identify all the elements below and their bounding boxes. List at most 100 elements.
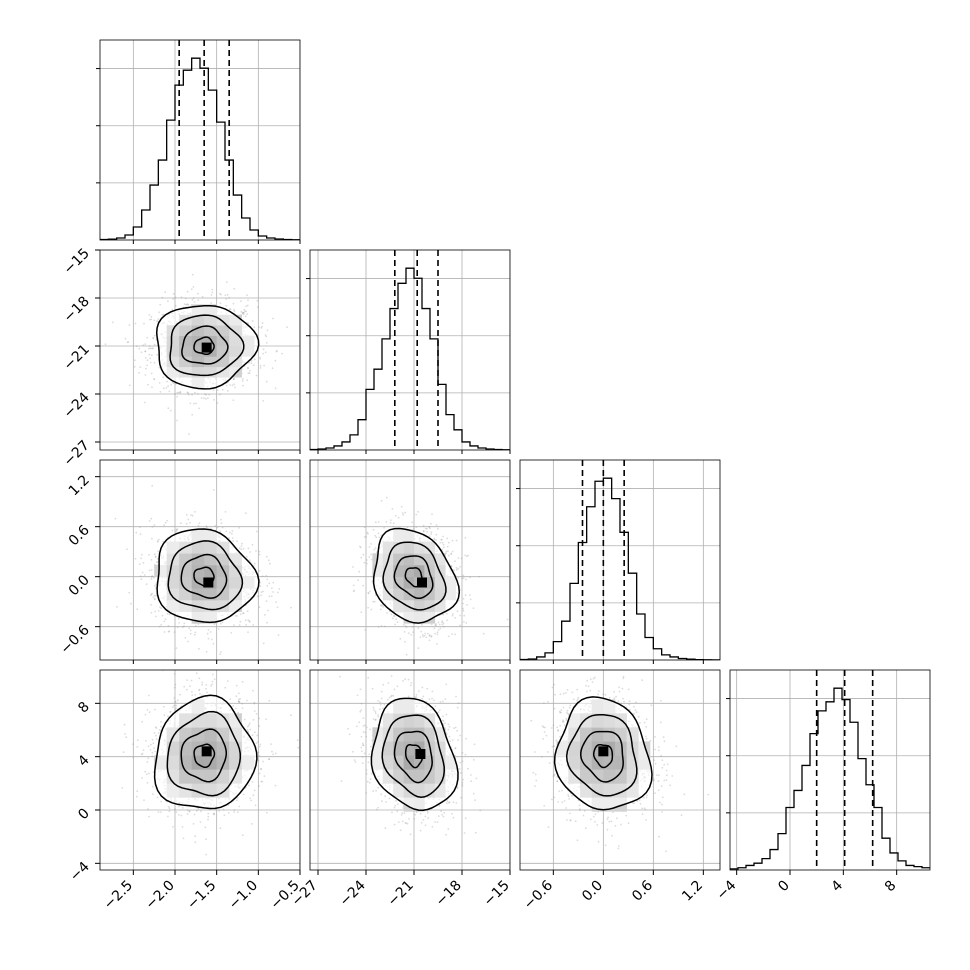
scatter-point xyxy=(455,566,458,569)
scatter-point xyxy=(153,598,156,600)
scatter-point xyxy=(184,636,187,639)
scatter-point xyxy=(155,583,157,586)
scatter-point xyxy=(205,853,208,856)
scatter-point xyxy=(434,632,436,635)
scatter-point xyxy=(368,546,371,548)
scatter-point xyxy=(187,392,190,394)
scatter-point xyxy=(132,756,135,759)
scatter-point xyxy=(159,303,162,306)
scatter-point xyxy=(465,555,468,558)
scatter-point xyxy=(392,525,395,528)
scatter-point xyxy=(239,620,242,623)
scatter-point xyxy=(370,608,373,611)
scatter-point xyxy=(459,614,461,617)
scatter-point xyxy=(155,561,158,563)
scatter-point xyxy=(175,529,178,532)
scatter-point xyxy=(163,620,166,623)
scatter-point xyxy=(272,591,274,593)
scatter-point xyxy=(214,524,217,527)
scatter-point xyxy=(145,740,147,742)
scatter-point xyxy=(469,576,472,579)
scatter-point xyxy=(440,539,443,541)
scatter-point xyxy=(149,318,151,321)
scatter-point xyxy=(142,561,145,564)
scatter-point xyxy=(459,565,461,568)
scatter-point xyxy=(167,300,169,302)
scatter-point xyxy=(281,352,283,355)
scatter-point xyxy=(173,631,176,634)
scatter-point xyxy=(352,584,355,587)
scatter-point xyxy=(238,547,241,549)
scatter-point xyxy=(191,514,194,517)
scatter-point xyxy=(261,322,264,325)
scatter-point xyxy=(205,650,208,653)
histogram-panel-0 xyxy=(96,39,301,241)
contour-line xyxy=(181,325,229,365)
scatter-point xyxy=(162,387,165,390)
scatter-point xyxy=(457,557,460,559)
contour-line xyxy=(382,541,447,611)
scatter-point xyxy=(277,634,280,636)
scatter-point xyxy=(410,633,413,636)
scatter-point xyxy=(430,635,433,638)
scatter-point xyxy=(467,554,469,557)
scatter-point xyxy=(248,784,250,787)
scatter-point xyxy=(374,521,377,524)
scatter-point xyxy=(240,310,243,313)
scatter-point xyxy=(266,585,269,587)
scatter-point xyxy=(250,362,253,365)
scatter-point xyxy=(175,530,177,533)
scatter-point xyxy=(147,383,149,386)
scatter-point xyxy=(437,527,439,530)
scatter-point xyxy=(183,622,186,625)
scatter-point xyxy=(143,574,146,576)
scatter-point xyxy=(462,602,464,605)
scatter-point xyxy=(159,391,162,393)
scatter-point xyxy=(187,640,190,643)
scatter-point xyxy=(116,606,118,608)
scatter-point xyxy=(395,618,398,621)
scatter-point xyxy=(379,608,382,611)
scatter-point xyxy=(218,292,221,295)
scatter-point xyxy=(441,621,443,624)
scatter-point xyxy=(419,636,422,638)
scatter-point xyxy=(189,522,192,524)
scatter-point xyxy=(219,653,222,655)
scatter-point xyxy=(427,632,429,635)
scatter-point xyxy=(452,613,454,615)
density-peak xyxy=(203,577,214,588)
scatter-point xyxy=(451,550,454,553)
scatter-point xyxy=(166,380,169,383)
scatter-point xyxy=(150,604,153,606)
scatter-point xyxy=(206,632,209,635)
scatter-point xyxy=(428,634,431,637)
scatter-point xyxy=(417,647,420,650)
scatter-point xyxy=(370,543,372,545)
scatter-point xyxy=(366,562,368,565)
scatter-point xyxy=(435,623,437,625)
scatter-point xyxy=(155,595,158,597)
scatter-point xyxy=(167,385,170,388)
scatter-point xyxy=(183,303,186,305)
scatter-point xyxy=(225,298,228,300)
scatter-point xyxy=(430,533,433,535)
scatter-point xyxy=(265,335,268,338)
scatter-point xyxy=(155,738,158,740)
scatter-point xyxy=(393,615,396,617)
scatter-point xyxy=(462,609,465,612)
scatter-point xyxy=(185,522,188,525)
scatter-point xyxy=(380,625,383,627)
scatter-point xyxy=(422,635,425,638)
scatter-point xyxy=(153,576,155,579)
scatter-point xyxy=(424,632,427,635)
histogram-panel-1 xyxy=(306,249,511,451)
scatter-point xyxy=(223,814,226,817)
scatter-point xyxy=(237,700,240,702)
scatter-point xyxy=(377,532,380,535)
density-core xyxy=(203,577,214,588)
scatter-point xyxy=(248,722,251,725)
scatter-point xyxy=(428,526,431,528)
scatter-point xyxy=(213,623,216,625)
scatter-point xyxy=(253,326,256,329)
scatter-point xyxy=(134,359,136,362)
